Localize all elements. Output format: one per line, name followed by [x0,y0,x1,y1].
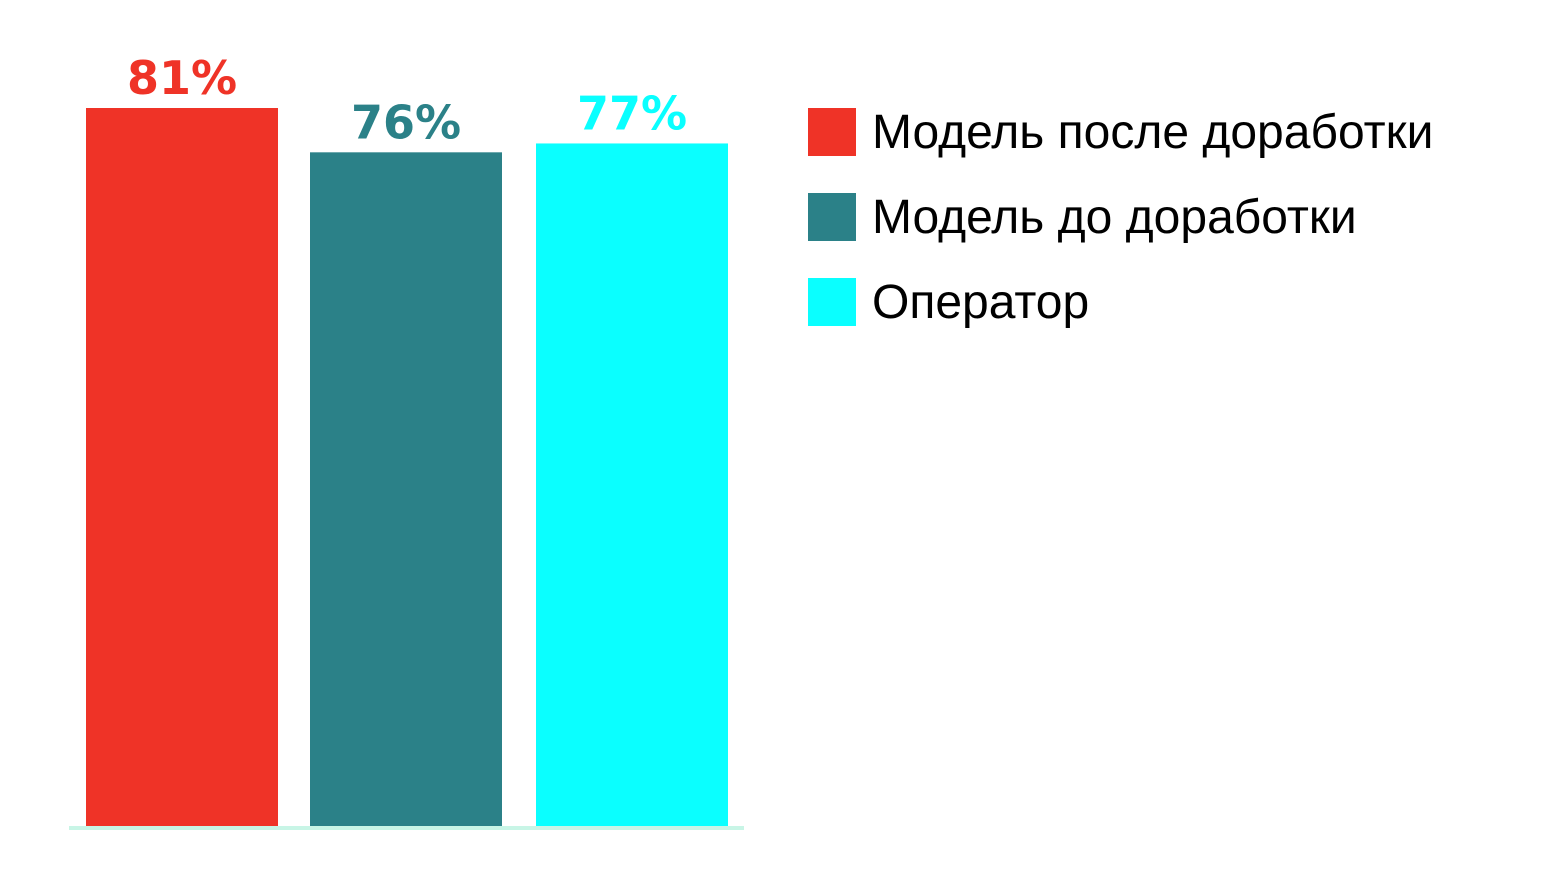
x-axis-baseline [69,826,744,830]
value-label-2: 76% [351,95,461,149]
bars-layer [86,108,728,826]
legend-swatch-3 [808,278,856,326]
value-labels-layer: 81% 76% 77% [127,51,687,149]
value-label-1: 81% [127,51,237,105]
legend-label-1: Модель после доработки [872,106,1433,159]
legend-label-2: Модель до доработки [872,191,1357,244]
legend-swatch-1 [808,108,856,156]
value-label-3: 77% [577,86,687,140]
legend: Модель после доработки Модель до доработк… [808,106,1433,329]
bar-2 [310,152,502,826]
legend-swatch-2 [808,193,856,241]
bar-1 [86,108,278,826]
legend-label-3: Оператор [872,276,1089,329]
bar-3 [536,143,728,826]
